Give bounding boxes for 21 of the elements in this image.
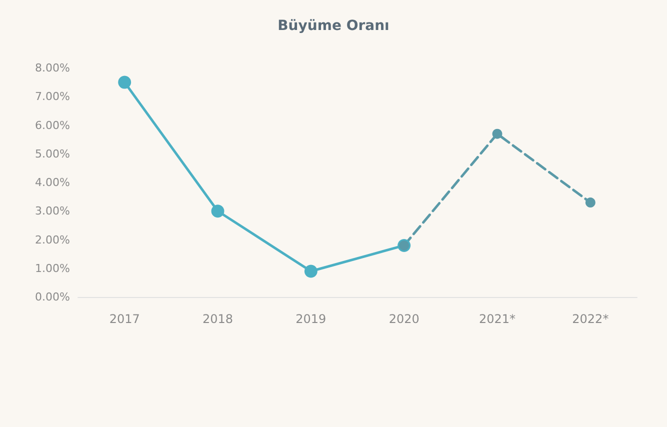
y-tick-label: 8.00% — [35, 62, 70, 74]
x-tick-label: 2019 — [296, 312, 326, 326]
y-tick-label: 2.00% — [35, 233, 70, 246]
x-tick-label: 2020 — [388, 312, 420, 326]
chart-title: Büyüme Oranı — [278, 18, 390, 34]
y-tick-label: 4.00% — [35, 176, 70, 189]
point — [492, 128, 502, 139]
y-tick-label: 5.00% — [35, 147, 70, 160]
x-tick-label: 2017 — [109, 312, 140, 326]
y-tick-label: 3.00% — [35, 204, 70, 218]
y-tick-label: 1.00% — [35, 262, 70, 275]
y-tick-label: 0.00% — [35, 290, 70, 304]
point — [585, 198, 596, 208]
y-tick-label: 7.00% — [35, 90, 70, 104]
x-tick-label: 2018 — [202, 312, 234, 326]
point — [118, 76, 132, 89]
point — [211, 204, 224, 218]
y-tick-label: 6.00% — [35, 118, 70, 132]
x-tick-label: 2021* — [478, 312, 516, 326]
x-tick-label: 2022* — [572, 312, 609, 326]
point — [304, 264, 318, 278]
